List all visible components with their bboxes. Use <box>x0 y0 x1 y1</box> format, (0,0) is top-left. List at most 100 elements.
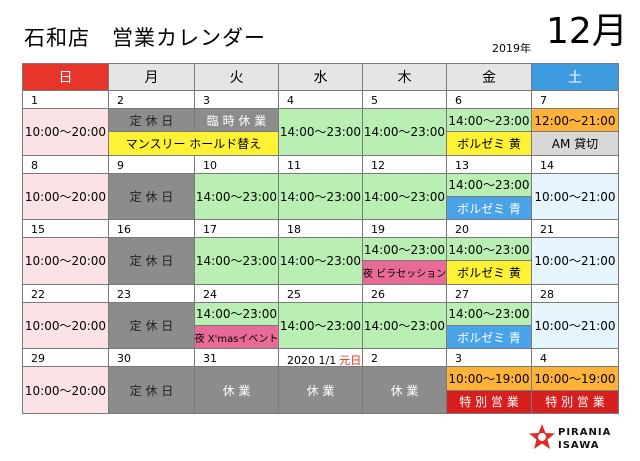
day-number: 6 <box>455 94 462 107</box>
day-number: 17 <box>203 223 217 237</box>
day-date: 2 <box>117 94 124 107</box>
calendar-day-cell: 31 休 業 <box>195 349 279 414</box>
event-label: 特 別 営 業 <box>532 389 618 413</box>
event-label: ボルゼミ 青 <box>447 195 531 220</box>
calendar-day-cell: 3 10:00～19:00 特 別 営 業 <box>447 349 532 414</box>
day-date: 24 <box>203 288 217 301</box>
day-number: 12 <box>371 158 385 172</box>
calendar-day-cell: 2020 1/1 元日休 業 <box>279 349 363 414</box>
calendar-day-cell: 17 14:00～23:00 <box>195 220 279 285</box>
day-date: 25 <box>287 288 301 301</box>
day-date: 23 <box>117 288 131 301</box>
business-hours: 休 業 <box>279 366 362 413</box>
calendar-day-cell: 19 14:00～23:00 夜 ビラセッション <box>363 220 447 285</box>
calendar-day-cell: 15 10:00～20:00 <box>23 220 109 285</box>
calendar-day-cell: 4 14:00～23:00 <box>279 91 363 156</box>
event-label: 特 別 営 業 <box>447 389 531 413</box>
calendar-day-cell: 8 10:00～20:00 <box>23 155 109 221</box>
business-hours: 14:00～23:00 <box>195 172 278 220</box>
holiday-label: 元日 <box>339 354 362 368</box>
calendar-month: 12月 <box>546 11 628 52</box>
calendar-day-cell: 14 10:00～21:00 <box>532 156 618 221</box>
day-date: 1 <box>31 94 38 107</box>
pirania-isawa-logo: PIRANIA ISAWA <box>528 423 628 455</box>
business-hours: 14:00～23:00 <box>447 301 531 326</box>
day-date: 6 <box>455 94 462 107</box>
day-date: 5 <box>371 94 378 107</box>
calendar-day-cell: 25 14:00～23:00 <box>279 284 363 350</box>
calendar-day-cell: 29 10:00～20:00 <box>23 349 109 414</box>
day-number: 30 <box>117 352 131 366</box>
business-hours: 定 休 日 <box>109 172 194 220</box>
day-date: 14 <box>540 159 554 172</box>
logo-line-2: ISAWA <box>558 440 600 451</box>
business-hours: 休 業 <box>195 366 278 413</box>
day-number: 22 <box>31 287 45 301</box>
calendar-day-cell: 5 14:00～23:00 <box>363 91 447 156</box>
day-number: 10 <box>203 158 217 172</box>
business-hours: 10:00～20:00 <box>23 108 108 155</box>
calendar-day-cell: 11 14:00～23:00 <box>279 155 363 221</box>
day-number: 28 <box>540 287 554 301</box>
logo-line-1: PIRANIA <box>558 427 612 438</box>
business-hours: 10:00～20:00 <box>23 366 108 413</box>
business-calendar-grid: 日月火水木金土 1 10:00～20:00 2 定 休 日マンスリー ホールド替え 3 臨 … <box>22 63 619 414</box>
event-label: ボルゼミ 青 <box>447 325 531 349</box>
business-hours: 14:00～23:00 <box>279 108 362 155</box>
day-number: 25 <box>287 287 301 301</box>
calendar-day-cell: 7 12:00～21:00 AM 貸切 <box>532 91 618 156</box>
business-hours: 14:00～23:00 <box>279 172 362 220</box>
business-hours: 定 休 日 <box>109 366 194 413</box>
business-hours: 臨 時 休 業 <box>195 108 278 132</box>
calendar-day-cell: 10 14:00～23:00 <box>195 155 279 221</box>
business-hours: 14:00～23:00 <box>363 237 446 261</box>
calendar-day-cell: 1 10:00～20:00 <box>23 91 109 156</box>
business-hours: 10:00～19:00 <box>532 366 618 390</box>
day-number: 2020 1/1 <box>287 354 337 368</box>
calendar-day-cell: 26 14:00～23:00 <box>363 284 447 350</box>
day-number: 21 <box>540 223 554 237</box>
calendar-year: 2019年 <box>492 42 531 55</box>
business-hours: 14:00～23:00 <box>363 301 446 349</box>
business-hours: 定 休 日 <box>109 237 194 284</box>
day-date: 12 <box>371 159 385 172</box>
day-number: 29 <box>31 352 45 366</box>
day-date: 18 <box>287 223 301 236</box>
day-date: 15 <box>31 223 45 236</box>
day-number: 9 <box>117 158 124 172</box>
event-label: マンスリー ホールド替え <box>109 131 278 155</box>
day-date: 8 <box>31 159 38 172</box>
day-number: 23 <box>117 287 131 301</box>
day-date: 31 <box>203 352 217 365</box>
calendar-day-cell: 28 10:00～21:00 <box>532 285 618 350</box>
day-date: 2020 1/1 元日 <box>287 352 361 368</box>
day-number: 1 <box>31 94 38 107</box>
business-hours: 14:00～23:00 <box>279 237 362 284</box>
day-number: 5 <box>371 94 378 107</box>
calendar-day-cell: 24 14:00～23:00 夜 X'masイベント <box>195 284 279 350</box>
day-number: 16 <box>117 223 131 237</box>
calendar-day-cell: 6 14:00～23:00 ボルゼミ 黄 <box>447 91 532 156</box>
business-hours: 14:00～23:00 <box>363 172 446 220</box>
day-date: 4 <box>287 94 294 107</box>
weekday-header: 木 <box>363 64 447 91</box>
day-date: 26 <box>371 288 385 301</box>
weekday-header: 火 <box>195 64 279 91</box>
day-date: 4 <box>540 352 547 365</box>
event-label: 夜 X'masイベント <box>195 325 278 349</box>
weekday-header: 土 <box>532 64 618 91</box>
logo-wordmark: PIRANIA ISAWA <box>558 426 611 452</box>
business-hours: 14:00～23:00 <box>447 172 531 196</box>
business-hours: 休 業 <box>363 366 446 413</box>
business-hours: 10:00～21:00 <box>532 301 618 349</box>
day-number: 2 <box>117 94 124 107</box>
day-number: 18 <box>287 223 301 237</box>
day-number: 26 <box>371 287 385 301</box>
business-hours: 14:00～23:00 <box>447 237 531 261</box>
calendar-day-cell: 30 定 休 日 <box>109 349 195 414</box>
calendar-day-cell: 27 14:00～23:00 ボルゼミ 青 <box>447 284 532 350</box>
day-date: 9 <box>117 159 124 172</box>
day-number: 3 <box>455 352 462 366</box>
